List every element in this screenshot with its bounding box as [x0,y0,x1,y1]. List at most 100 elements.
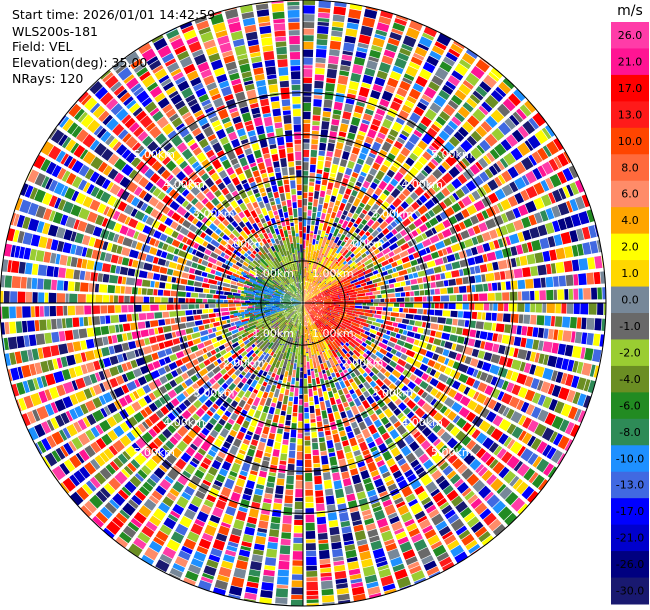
velocity-gate [224,549,237,557]
velocity-gate [353,163,363,174]
velocity-gate [262,575,275,583]
velocity-gate [512,478,523,490]
velocity-gate [105,463,116,475]
velocity-gate [170,38,185,50]
velocity-gate [212,264,217,270]
velocity-gate [337,593,350,601]
velocity-gate [310,418,316,423]
velocity-gate [155,409,165,419]
velocity-gate [431,452,443,464]
velocity-gate [292,369,296,378]
velocity-gate [488,518,502,532]
velocity-gate [565,274,574,286]
velocity-gate [433,266,442,274]
velocity-gate [224,248,233,256]
velocity-gate [252,549,264,556]
velocity-gate [392,322,398,327]
velocity-gate [469,215,480,225]
velocity-gate [380,494,391,503]
velocity-gate [276,478,285,486]
velocity-gate [86,260,95,270]
velocity-gate [74,405,84,418]
velocity-gate [437,232,445,240]
velocity-gate [402,262,412,269]
velocity-gate [428,420,437,429]
velocity-gate [486,332,494,341]
velocity-gate [316,516,327,525]
velocity-gate [403,173,413,183]
velocity-gate [353,593,366,602]
velocity-gate [467,425,477,436]
velocity-gate [267,475,276,483]
velocity-gate [231,138,241,148]
velocity-gate [496,160,505,171]
velocity-gate [271,509,282,517]
velocity-gate [408,498,419,507]
velocity-gate [343,236,349,243]
velocity-gate [530,303,536,313]
velocity-gate [513,348,519,358]
velocity-gate [195,87,207,98]
velocity-gate [258,201,265,209]
velocity-gate [258,213,264,220]
velocity-gate [150,208,160,218]
velocity-gate [176,264,185,271]
velocity-gate [319,563,331,569]
velocity-gate [204,524,217,537]
velocity-gate [214,347,220,353]
velocity-gate [139,71,151,81]
velocity-gate [100,407,108,418]
velocity-gate [567,406,578,420]
velocity-gate [545,124,556,138]
velocity-gate [149,336,157,344]
velocity-gate [489,303,493,311]
velocity-gate [158,502,171,514]
velocity-gate [126,431,136,442]
velocity-gate [56,280,64,291]
velocity-gate [128,340,137,350]
velocity-gate [358,367,366,375]
velocity-gate [357,404,366,413]
velocity-gate [534,352,540,363]
velocity-gate [320,363,325,370]
velocity-gate [312,120,320,126]
velocity-gate [372,162,381,171]
velocity-gate [481,361,492,372]
velocity-gate [597,287,602,300]
velocity-gate [230,491,241,503]
velocity-gate [343,369,348,374]
velocity-gate [154,92,166,103]
velocity-gate [95,294,103,303]
velocity-gate [360,147,370,155]
velocity-gate [391,28,404,36]
velocity-gate [231,329,239,335]
velocity-gate [359,123,369,133]
velocity-gate [189,443,198,451]
velocity-gate [393,171,404,182]
velocity-gate [16,381,26,396]
velocity-gate [353,56,366,66]
velocity-gate [218,344,226,351]
velocity-gate [270,522,280,530]
velocity-gate [509,233,520,245]
velocity-gate [187,98,198,107]
velocity-gate [278,379,283,385]
velocity-gate [381,266,386,272]
velocity-gate [274,408,281,415]
velocity-gate [414,377,423,386]
velocity-gate [110,103,124,116]
velocity-gate [249,162,257,168]
velocity-gate [108,445,118,456]
velocity-gate [113,457,124,469]
velocity-gate [405,493,416,503]
velocity-gate [413,303,423,308]
velocity-gate [216,266,225,273]
velocity-gate [413,538,428,552]
velocity-gate [246,190,254,197]
velocity-gate [340,214,346,220]
velocity-gate [304,453,312,460]
velocity-gate [258,233,265,240]
velocity-gate [251,237,258,244]
velocity-gate [126,228,136,238]
velocity-gate [171,276,177,283]
